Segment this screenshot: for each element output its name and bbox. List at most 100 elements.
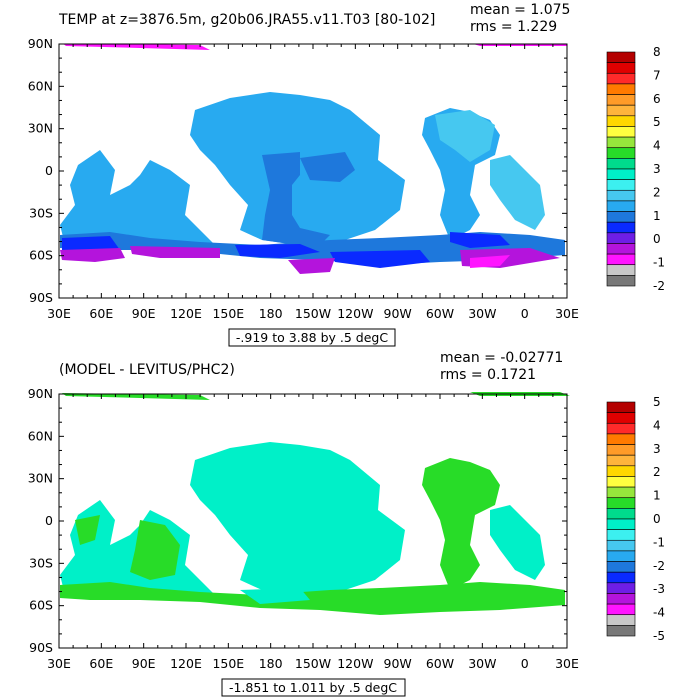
- x-tick-label: 150E: [212, 656, 244, 671]
- colorbar-label: -1: [653, 256, 665, 270]
- x-tick-label: 150E: [212, 306, 244, 321]
- colorbar-swatch: [606, 508, 636, 520]
- p1-region-purple-1: [60, 248, 125, 262]
- x-tick-label: 120W: [337, 656, 373, 671]
- panel-2-rms: rms = 0.1721: [440, 367, 536, 383]
- panel-1-map: [60, 44, 567, 274]
- colorbar-swatch: [606, 147, 636, 159]
- colorbar-label: 2: [653, 185, 661, 199]
- colorbar-swatch: [606, 486, 636, 499]
- x-tick-label: 90W: [384, 656, 412, 671]
- y-tick-label: 0: [45, 163, 53, 178]
- y-tick-label: 60S: [29, 248, 53, 263]
- colorbar-label: -3: [653, 582, 665, 596]
- colorbar-swatch: [606, 200, 636, 212]
- panel-1-rms: rms = 1.229: [470, 19, 557, 35]
- y-tick-label: 30N: [28, 471, 53, 486]
- colorbar-swatch: [606, 232, 636, 244]
- colorbar-label: 2: [653, 465, 661, 479]
- panel-1-title: TEMP at z=3876.5m, g20b06.JRA55.v11.T03 …: [58, 12, 435, 28]
- p1-region-southern: [60, 232, 565, 265]
- panel-2-x-labels: 30E 60E 90E 120E 150E 180 150W 120W 90W 60W 30W 0 30…: [47, 656, 579, 671]
- colorbar-label: 7: [653, 68, 661, 82]
- panel-2-y-labels: 90N 60N 30N 0 30S 60S 90S: [28, 386, 53, 655]
- p2-region-southern: [60, 582, 565, 615]
- x-tick-label: 120E: [170, 306, 202, 321]
- x-tick-label: 30E: [47, 306, 71, 321]
- panel-1-range-box: [228, 328, 396, 347]
- colorbar-swatch: [606, 189, 636, 202]
- colorbar-swatch: [606, 179, 636, 191]
- panel-1-ticks: [58, 43, 568, 299]
- colorbar-label: 0: [653, 512, 661, 526]
- colorbar-swatch: [606, 433, 636, 445]
- colorbar-label: 6: [653, 92, 661, 106]
- colorbar-swatch: [606, 104, 636, 117]
- panel-1-range-note: -.919 to 3.88 by .5 degC: [236, 330, 388, 345]
- colorbar-label: 0: [653, 232, 661, 246]
- x-tick-label: 60W: [426, 656, 454, 671]
- colorbar-swatch: [606, 571, 636, 584]
- colorbar-label: -2: [653, 559, 665, 573]
- panel-2-range-box: [221, 678, 406, 697]
- colorbar-swatch: [606, 497, 636, 509]
- panel-1: TEMP at z=3876.5m, g20b06.JRA55.v11.T03 …: [28, 2, 665, 347]
- panel-2-title: (MODEL - LEVITUS/PHC2): [59, 362, 235, 378]
- p1-region-deep-blue-2: [235, 244, 320, 258]
- y-tick-label: 90N: [28, 36, 53, 51]
- x-tick-label: 180: [259, 656, 283, 671]
- y-tick-label: 90N: [28, 386, 53, 401]
- x-tick-label: 60E: [89, 306, 113, 321]
- y-tick-label: 30S: [29, 555, 53, 570]
- colorbar-swatch: [606, 94, 636, 106]
- y-tick-label: 60N: [28, 428, 53, 443]
- p2-region-indian-green: [130, 520, 180, 580]
- colorbar-swatch: [606, 476, 636, 488]
- colorbar-label: 8: [653, 45, 661, 59]
- p1-region-deep-blue-1: [62, 236, 120, 252]
- colorbar-label: 1: [653, 489, 661, 503]
- colorbar-swatch: [606, 115, 636, 127]
- y-tick-label: 90S: [29, 640, 53, 655]
- panel-2-ticks: [58, 393, 568, 649]
- colorbar-swatch: [606, 211, 636, 223]
- p2-region-atlantic-east: [490, 505, 545, 580]
- colorbar-label: -5: [653, 629, 665, 643]
- colorbar-swatch: [606, 62, 636, 74]
- colorbar-swatch: [606, 593, 636, 605]
- colorbar-label: 1: [653, 209, 661, 223]
- p1-region-atlantic-east: [490, 155, 545, 230]
- colorbar-swatch: [606, 221, 636, 234]
- colorbar-label: -4: [653, 606, 665, 620]
- colorbar-swatch: [606, 625, 636, 637]
- x-tick-label: 150W: [295, 306, 331, 321]
- colorbar-swatch: [606, 412, 636, 424]
- p1-region-purple-2: [130, 246, 220, 258]
- p1-region-pacific-ne: [300, 152, 355, 182]
- p2-region-atlantic: [422, 458, 500, 590]
- colorbar-label: 3: [653, 162, 661, 176]
- panel-2-mean: mean = -0.02771: [440, 350, 563, 366]
- p2-region-southern-cyan: [240, 588, 310, 604]
- y-tick-label: 30N: [28, 121, 53, 136]
- colorbar-swatch: [606, 614, 636, 626]
- y-tick-label: 60N: [28, 78, 53, 93]
- colorbar-swatch: [606, 136, 636, 149]
- p1-region-deep-blue-4: [450, 232, 510, 248]
- colorbar-swatch: [606, 550, 636, 562]
- colorbar-swatch: [606, 126, 636, 138]
- x-tick-label: 150W: [295, 656, 331, 671]
- y-tick-label: 60S: [29, 598, 53, 613]
- colorbar-swatch: [606, 51, 636, 63]
- colorbar-swatch: [606, 582, 636, 594]
- x-tick-label: 30E: [555, 656, 579, 671]
- y-tick-label: 30S: [29, 205, 53, 220]
- colorbar-swatch: [606, 539, 636, 552]
- y-tick-label: 0: [45, 513, 53, 528]
- colorbar-label: 5: [653, 395, 661, 409]
- colorbar-swatch: [606, 401, 636, 413]
- panel-1-colorbar: 8 7 6 5 4 3 2 1 0 -1 -2: [606, 45, 665, 293]
- colorbar-label: -2: [653, 279, 665, 293]
- colorbar-label: 4: [653, 418, 661, 432]
